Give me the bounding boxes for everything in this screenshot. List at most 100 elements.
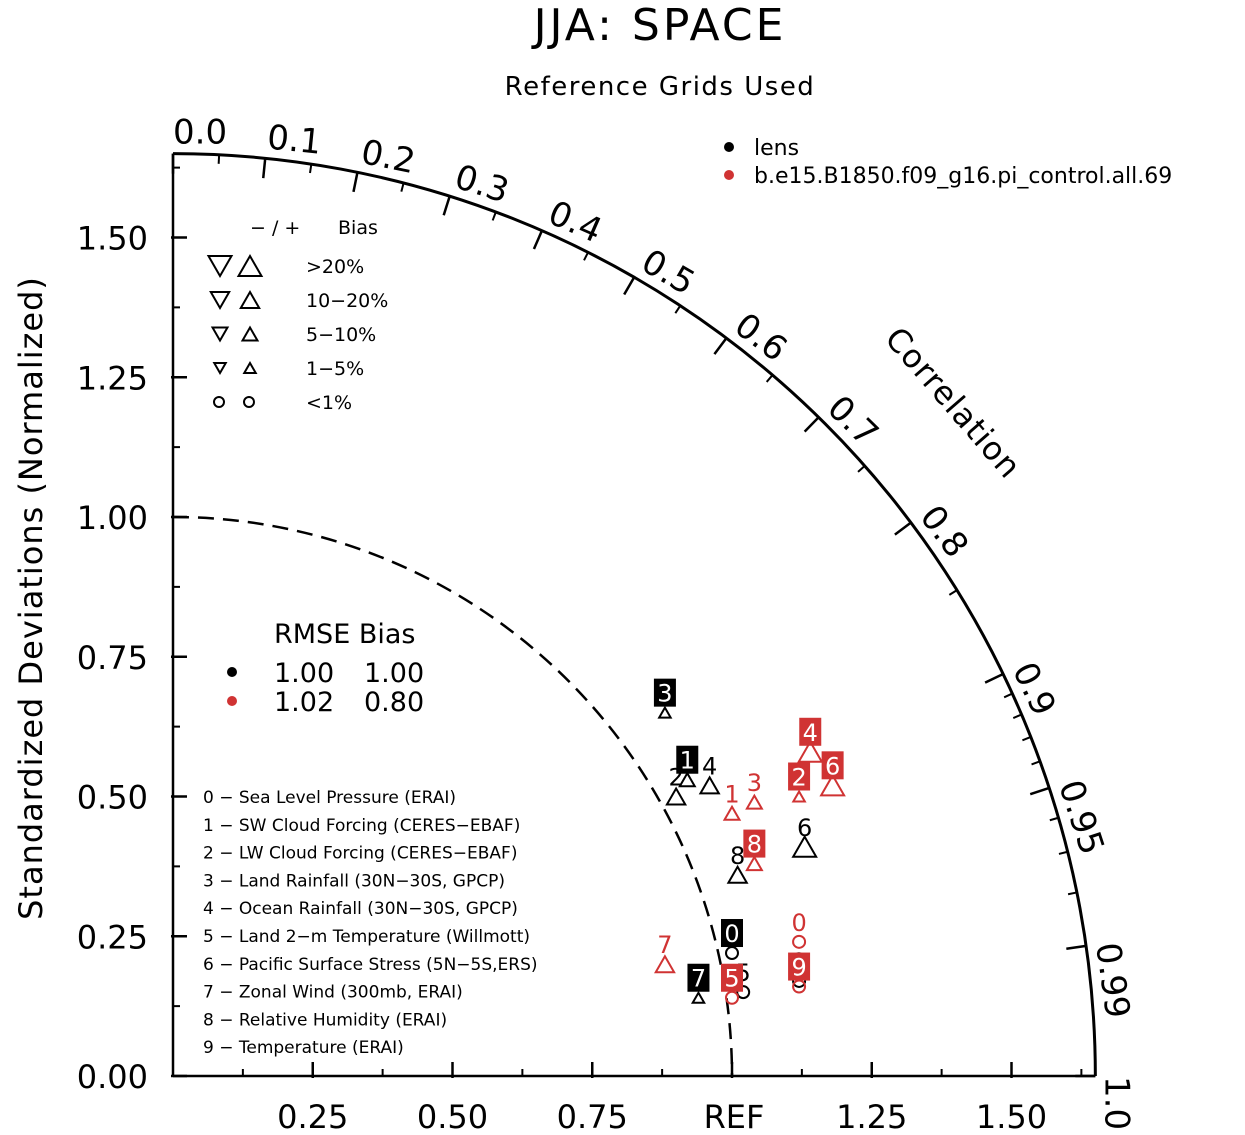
y-tick-label: 1.50: [77, 220, 148, 258]
data-marker: [745, 855, 764, 872]
correlation-minor-tick: [1067, 891, 1078, 896]
stats-legend-rmse: 1.00: [274, 658, 334, 689]
data-marker: [736, 985, 751, 1000]
bias-legend-label: 5−10%: [306, 324, 376, 346]
reference-label: REF: [704, 1098, 765, 1135]
bias-legend-up-triangle: [239, 289, 261, 309]
data-label: 0: [791, 909, 806, 937]
data-label-box: [743, 829, 766, 858]
stats-legend-dot: [227, 667, 237, 677]
correlation-label: Correlation: [877, 320, 1029, 486]
data-marker: [653, 954, 676, 974]
stats-legend-bias: 0.80: [364, 687, 424, 718]
case-legend-item: 9 − Temperature (ERAI): [203, 1038, 404, 1058]
bias-legend-label: 1−5%: [306, 358, 364, 380]
bias-legend-circle: [213, 396, 225, 408]
correlation-minor-tick: [1058, 850, 1068, 855]
correlation-tick: [803, 416, 820, 433]
data-label-box: [721, 963, 743, 992]
data-label-box: [799, 717, 822, 746]
stats-legend-dot: [227, 696, 237, 706]
model-legend-label: b.e15.B1850.f09_g16.pi_control.all.69: [754, 164, 1172, 189]
correlation-tick-label: 0.8: [912, 498, 976, 565]
y-tick-label: 0.75: [77, 639, 148, 677]
data-label: 2: [791, 764, 806, 792]
plot-area: 0.000.250.500.751.001.251.500.25 0.50 0.75…: [77, 113, 1173, 1135]
case-legend-item: 6 − Pacific Surface Stress (5N−5S,ERS): [203, 955, 538, 975]
data-label-box: [721, 919, 743, 948]
y-tick-label: 0.25: [77, 918, 148, 956]
reference-arc: [172, 515, 734, 1077]
data-label: 6: [797, 814, 812, 842]
case-legend-item: 5 − Land 2−m Temperature (Willmott): [203, 927, 530, 947]
data-marker: [698, 775, 721, 795]
correlation-tick-label: 0.6: [727, 305, 794, 369]
correlation-minor-tick: [857, 465, 866, 473]
data-label: 2: [668, 764, 683, 792]
data-marker: [791, 789, 807, 803]
case-legend-item: 3 − Land Rainfall (30N−30S, GPCP): [203, 871, 505, 891]
data-label-box: [687, 963, 710, 992]
correlation-tick: [532, 230, 544, 250]
data-label: 7: [657, 931, 672, 959]
correlation-minor-tick: [583, 251, 589, 261]
correlation-minor-tick: [1012, 713, 1022, 719]
x-tick-label: 0.75: [557, 1098, 628, 1135]
correlation-tick-label: 0.7: [819, 388, 886, 454]
case-legend-item: 0 − Sea Level Pressure (ERAI): [203, 788, 456, 808]
correlation-minor-tick: [1049, 816, 1059, 822]
data-label-box: [788, 952, 811, 981]
data-marker: [657, 705, 673, 719]
y-tick-label: 0.00: [77, 1058, 148, 1096]
y-axis-label: Standardized Deviations (Normalized): [12, 276, 50, 920]
bias-legend-label: <1%: [306, 392, 352, 414]
data-marker: [665, 786, 688, 806]
correlation-minor-tick: [674, 305, 682, 314]
correlation-tick-label: 0.0: [173, 113, 227, 153]
data-marker: [725, 990, 739, 1005]
case-legend-item: 2 − LW Cloud Forcing (CERES−EBAF): [203, 844, 517, 864]
correlation-tick: [1029, 786, 1050, 796]
data-label: 3: [657, 680, 672, 708]
model-legend-dot: [724, 170, 734, 180]
correlation-tick-label: 0.1: [265, 117, 323, 162]
case-legend-item: 7 − Zonal Wind (300mb, ERAI): [203, 983, 463, 1003]
outer-arc: [172, 152, 1097, 1077]
correlation-minor-tick: [1022, 736, 1032, 742]
correlation-minor-tick: [400, 182, 405, 192]
data-marker: [791, 834, 818, 858]
data-marker: [819, 773, 846, 797]
data-label: 8: [730, 842, 745, 870]
correlation-minor-tick: [491, 211, 497, 221]
chart-title: JJA: SPACE: [531, 0, 787, 51]
data-label: 1: [680, 747, 695, 775]
correlation-minor-tick: [1031, 760, 1041, 766]
data-marker: [722, 804, 742, 821]
data-marker: [797, 739, 824, 763]
y-tick-label: 0.50: [77, 779, 148, 817]
bias-legend-down-triangle: [206, 255, 234, 279]
bias-legend-down-triangle: [209, 291, 231, 311]
correlation-tick: [352, 172, 359, 193]
stats-legend-header: RMSE Bias: [274, 619, 415, 650]
correlation-minor-tick: [309, 163, 313, 174]
correlation-tick-label: 0.3: [450, 157, 514, 211]
data-marker: [725, 946, 739, 961]
data-label: 3: [747, 769, 762, 797]
bias-legend-label: 10−20%: [306, 290, 388, 312]
bias-legend-up-triangle: [240, 325, 260, 342]
data-label: 4: [702, 752, 717, 780]
data-marker: [792, 934, 807, 949]
correlation-tick: [442, 195, 451, 216]
data-marker: [690, 990, 706, 1004]
data-label-box: [653, 678, 676, 707]
data-label: 4: [803, 719, 818, 747]
data-label: 8: [747, 831, 762, 859]
data-label: 1: [724, 780, 739, 808]
x-tick-label: 1.25: [836, 1098, 907, 1135]
correlation-tick: [894, 521, 912, 536]
correlation-minor-tick: [1003, 692, 1013, 699]
correlation-tick-label: 0.5: [635, 242, 702, 304]
data-label-box: [788, 762, 811, 791]
correlation-tick: [261, 158, 267, 179]
